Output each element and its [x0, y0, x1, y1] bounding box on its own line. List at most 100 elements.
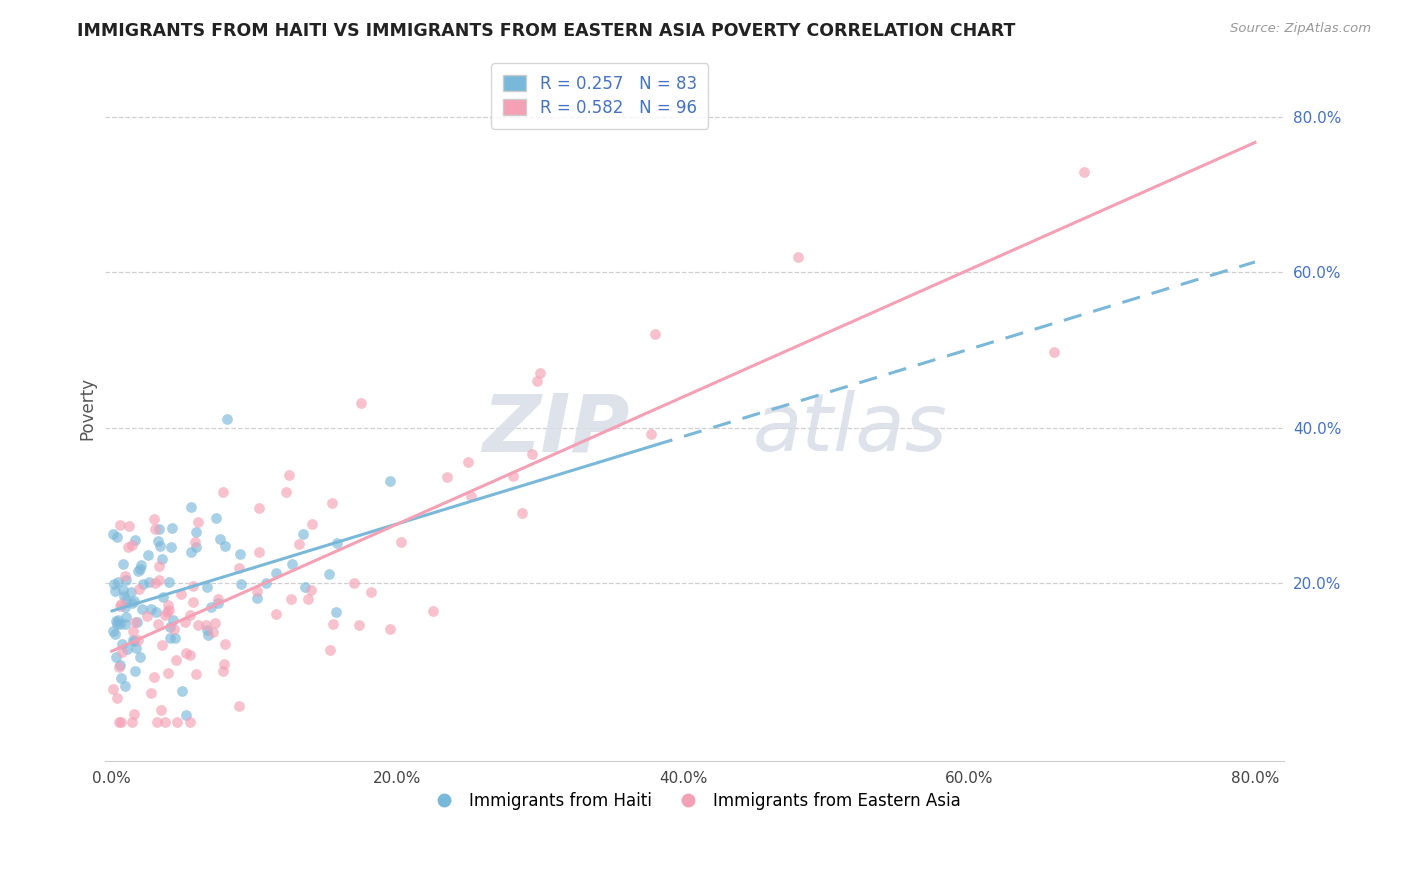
- Point: [215, 411, 238, 425]
- Point: [121, 538, 143, 552]
- Point: [142, 512, 165, 526]
- Point: [180, 500, 202, 515]
- Point: [280, 592, 302, 607]
- Point: [125, 640, 148, 655]
- Point: [166, 653, 188, 667]
- Point: [122, 624, 145, 638]
- Text: ZIP: ZIP: [482, 391, 630, 468]
- Point: [457, 455, 479, 469]
- Point: [170, 684, 193, 698]
- Point: [124, 533, 146, 547]
- Point: [128, 582, 150, 597]
- Point: [111, 557, 134, 571]
- Point: [115, 641, 138, 656]
- Point: [181, 595, 204, 609]
- Point: [110, 598, 132, 612]
- Point: [301, 516, 323, 531]
- Point: [247, 500, 270, 515]
- Point: [277, 467, 299, 482]
- Point: [212, 484, 235, 499]
- Point: [287, 537, 309, 551]
- Point: [129, 562, 152, 576]
- Point: [121, 715, 143, 730]
- Point: [131, 602, 153, 616]
- Point: [139, 602, 162, 616]
- Point: [294, 580, 316, 594]
- Point: [179, 648, 201, 662]
- Point: [139, 686, 162, 700]
- Point: [111, 645, 134, 659]
- Y-axis label: Poverty: Poverty: [79, 376, 96, 440]
- Point: [436, 469, 458, 483]
- Point: [173, 615, 195, 629]
- Point: [166, 715, 188, 730]
- Point: [105, 530, 128, 544]
- Point: [105, 690, 128, 705]
- Point: [110, 715, 132, 730]
- Point: [146, 617, 169, 632]
- Point: [179, 714, 201, 729]
- Point: [318, 567, 340, 582]
- Point: [163, 622, 186, 636]
- Point: [360, 584, 382, 599]
- Text: Source: ZipAtlas.com: Source: ZipAtlas.com: [1230, 22, 1371, 36]
- Point: [214, 657, 236, 672]
- Point: [163, 632, 186, 646]
- Point: [322, 616, 344, 631]
- Point: [297, 591, 319, 606]
- Point: [114, 616, 136, 631]
- Point: [380, 474, 402, 488]
- Point: [212, 664, 235, 678]
- Point: [104, 584, 127, 599]
- Point: [115, 593, 138, 607]
- Point: [786, 250, 808, 264]
- Point: [124, 664, 146, 678]
- Point: [157, 603, 180, 617]
- Point: [350, 396, 373, 410]
- Point: [156, 605, 179, 619]
- Point: [184, 540, 207, 554]
- Point: [194, 618, 217, 632]
- Point: [502, 469, 524, 483]
- Point: [281, 558, 304, 572]
- Point: [214, 539, 236, 553]
- Point: [148, 533, 170, 548]
- Point: [249, 545, 271, 559]
- Point: [266, 607, 288, 621]
- Point: [291, 527, 314, 541]
- Point: [325, 606, 347, 620]
- Point: [195, 580, 218, 594]
- Point: [127, 564, 149, 578]
- Point: [115, 573, 138, 587]
- Point: [422, 604, 444, 618]
- Point: [129, 650, 152, 665]
- Point: [150, 703, 173, 717]
- Point: [184, 534, 207, 549]
- Point: [143, 576, 166, 591]
- Point: [110, 637, 132, 651]
- Point: [127, 632, 149, 647]
- Point: [246, 584, 269, 599]
- Point: [640, 427, 662, 442]
- Point: [205, 510, 228, 524]
- Point: [120, 585, 142, 599]
- Point: [180, 544, 202, 558]
- Point: [378, 622, 401, 636]
- Point: [197, 628, 219, 642]
- Point: [174, 646, 197, 660]
- Point: [148, 573, 170, 587]
- Point: [148, 522, 170, 536]
- Point: [138, 575, 160, 590]
- Point: [136, 549, 159, 563]
- Point: [117, 540, 139, 554]
- Text: atlas: atlas: [754, 391, 948, 468]
- Point: [112, 589, 135, 603]
- Point: [108, 715, 131, 730]
- Legend: Immigrants from Haiti, Immigrants from Eastern Asia: Immigrants from Haiti, Immigrants from E…: [420, 785, 967, 816]
- Point: [105, 616, 128, 631]
- Point: [155, 607, 177, 622]
- Text: IMMIGRANTS FROM HAITI VS IMMIGRANTS FROM EASTERN ASIA POVERTY CORRELATION CHART: IMMIGRANTS FROM HAITI VS IMMIGRANTS FROM…: [77, 22, 1015, 40]
- Point: [159, 620, 181, 634]
- Point: [114, 679, 136, 693]
- Point: [105, 614, 128, 628]
